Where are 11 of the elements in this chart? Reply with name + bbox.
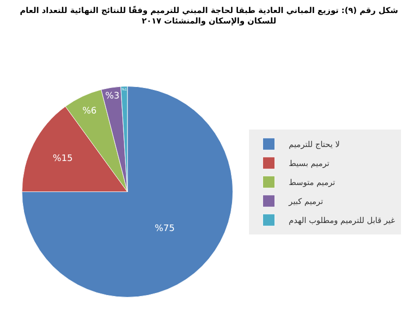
data-label: %3 <box>105 92 120 102</box>
legend-label: ترميم متوسط <box>288 178 336 188</box>
pie-slice <box>22 86 234 298</box>
legend-label: ترميم بسيط <box>288 159 330 168</box>
data-label: %15 <box>52 154 73 164</box>
legend-label: ترميم كبير <box>288 197 324 206</box>
legend-label: لا يحتاج للترميم <box>288 140 340 150</box>
chart-title: شكل رقم (٩): توزيع المباني العادية طبقا لحاجة المبني للترميم وفقًا للنتائج النهائية للتعداد العام للسكان والإسكان والمنشئات ٢٠١٧ <box>20 5 398 26</box>
legend-label: غير قابل للترميم ومطلوب الهدم <box>288 216 396 226</box>
data-label: %6 <box>82 106 97 116</box>
data-label: %75 <box>154 224 175 234</box>
